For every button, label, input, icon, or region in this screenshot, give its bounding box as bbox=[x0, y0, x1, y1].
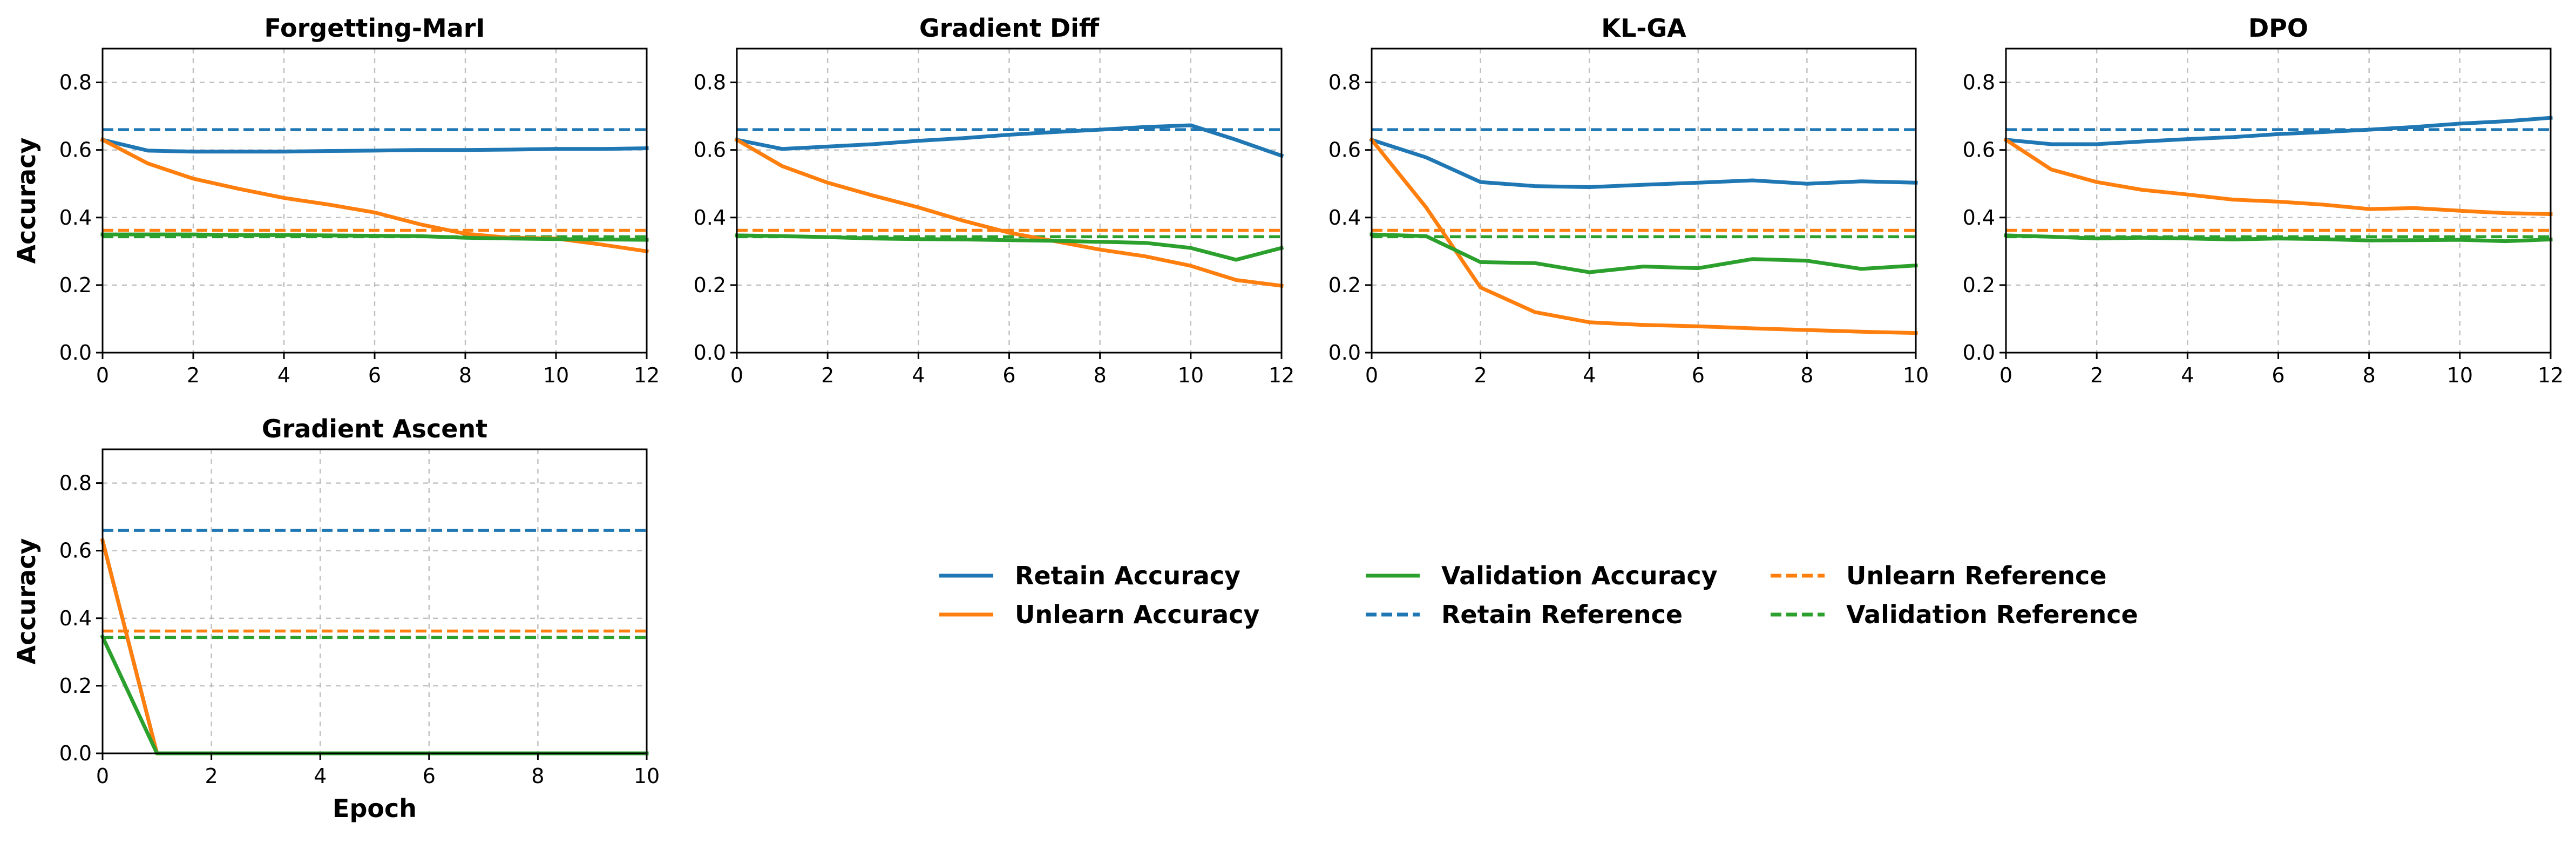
y-axis-label: Accuracy bbox=[12, 538, 41, 665]
x-tick-label: 2 bbox=[1474, 363, 1487, 387]
x-tick-label: 2 bbox=[821, 363, 834, 387]
x-tick-label: 4 bbox=[314, 764, 327, 788]
x-tick-label: 4 bbox=[1583, 363, 1596, 387]
x-tick-label: 4 bbox=[912, 363, 925, 387]
y-tick-label: 0.0 bbox=[59, 741, 92, 765]
chart-panel-1: 0 2 4 6 8 10 12 0.0 0.2 0.4 0.6 0.8 Forgetting-MarI A… bbox=[12, 14, 660, 387]
x-tick-label: 8 bbox=[459, 363, 472, 387]
panel-title: Forgetting-MarI bbox=[264, 14, 485, 43]
x-tick-label: 6 bbox=[368, 363, 381, 387]
y-tick-label: 0.0 bbox=[694, 341, 726, 365]
series-line-unlearn-accuracy bbox=[2003, 137, 2553, 217]
plot-frame bbox=[736, 48, 1283, 354]
y-tick-label: 0.0 bbox=[1963, 341, 1995, 365]
chart-panel-4: 0 2 4 6 8 10 12 0.0 0.2 0.4 0.6 0.8 DPO bbox=[1963, 14, 2564, 387]
x-tick-label: 2 bbox=[187, 363, 200, 387]
legend-label: Unlearn Accuracy bbox=[1015, 600, 1259, 629]
y-tick-label: 0.4 bbox=[1328, 206, 1361, 230]
y-tick-label: 0.6 bbox=[1963, 138, 1995, 162]
panel-title: Gradient Diff bbox=[919, 14, 1100, 43]
x-tick-label: 10 bbox=[2447, 363, 2473, 387]
x-tick-label: 10 bbox=[634, 764, 660, 788]
series-line-validation-accuracy bbox=[1370, 232, 1918, 274]
y-axis-label: Accuracy bbox=[12, 138, 41, 264]
x-tick-label: 2 bbox=[205, 764, 218, 788]
series-line-validation-accuracy bbox=[735, 233, 1284, 262]
x-tick-label: 4 bbox=[277, 363, 290, 387]
x-tick-label: 6 bbox=[423, 764, 436, 788]
series-line-unlearn-accuracy bbox=[1369, 137, 1918, 335]
chart-panel-5: 0 2 4 6 8 10 0.0 0.2 0.4 0.6 0.8 Gradient Ascent Acc… bbox=[12, 414, 660, 823]
series-line-validation-accuracy bbox=[100, 232, 649, 242]
series-line-retain-accuracy bbox=[1369, 137, 1918, 189]
x-tick-label: 0 bbox=[1365, 363, 1378, 387]
y-tick-label: 0.2 bbox=[1963, 273, 1995, 297]
x-tick-label: 0 bbox=[730, 363, 743, 387]
x-tick-label: 2 bbox=[2090, 363, 2103, 387]
x-tick-label: 12 bbox=[2538, 363, 2564, 387]
y-tick-label: 0.4 bbox=[59, 606, 92, 630]
x-tick-label: 8 bbox=[531, 764, 544, 788]
x-tick-label: 6 bbox=[2272, 363, 2284, 387]
plot-frame bbox=[1371, 48, 1917, 354]
y-tick-label: 0.6 bbox=[694, 138, 726, 162]
x-tick-label: 8 bbox=[1800, 363, 1813, 387]
y-tick-label: 0.8 bbox=[59, 71, 92, 95]
x-tick-label: 8 bbox=[1094, 363, 1107, 387]
chart-panel-2: 0 2 4 6 8 10 12 0.0 0.2 0.4 0.6 0.8 Gradient Diff bbox=[694, 14, 1295, 387]
series-line-retain-accuracy bbox=[2004, 116, 2553, 146]
series-line-retain-accuracy bbox=[734, 123, 1284, 158]
series-line-validation-accuracy bbox=[100, 634, 649, 756]
panel-title: KL-GA bbox=[1601, 14, 1686, 43]
series-line-retain-accuracy bbox=[100, 538, 649, 756]
y-tick-label: 0.2 bbox=[694, 273, 726, 297]
x-tick-label: 10 bbox=[1903, 363, 1929, 387]
legend-label: Retain Accuracy bbox=[1015, 561, 1240, 590]
x-tick-label: 0 bbox=[96, 764, 109, 788]
x-tick-label: 12 bbox=[1269, 363, 1294, 387]
series-line-validation-accuracy bbox=[2004, 233, 2553, 244]
legend-label: Validation Reference bbox=[1846, 600, 2138, 629]
series-line-unlearn-accuracy bbox=[100, 538, 649, 756]
x-tick-label: 0 bbox=[1999, 363, 2012, 387]
y-tick-label: 0.8 bbox=[694, 71, 726, 95]
x-tick-label: 6 bbox=[1002, 363, 1015, 387]
y-tick-label: 0.8 bbox=[1963, 71, 1995, 95]
plot-frame bbox=[101, 48, 648, 354]
x-tick-label: 12 bbox=[634, 363, 660, 387]
y-tick-label: 0.2 bbox=[1328, 273, 1361, 297]
x-tick-label: 8 bbox=[2363, 363, 2376, 387]
x-tick-label: 10 bbox=[1178, 363, 1204, 387]
panel-title: Gradient Ascent bbox=[262, 414, 487, 443]
y-tick-label: 0.0 bbox=[59, 341, 92, 365]
series-line-unlearn-accuracy bbox=[734, 137, 1284, 288]
panel-title: DPO bbox=[2248, 14, 2308, 43]
plot-frame bbox=[101, 448, 648, 754]
y-tick-label: 0.6 bbox=[59, 539, 92, 563]
y-tick-label: 0.6 bbox=[1328, 138, 1361, 162]
y-tick-label: 0.4 bbox=[694, 206, 726, 230]
series-line-retain-accuracy bbox=[100, 137, 649, 154]
y-tick-label: 0.2 bbox=[59, 674, 92, 698]
y-tick-label: 0.4 bbox=[1963, 206, 1995, 230]
chart-legend: Retain Accuracy Unlearn Accuracy Validatio… bbox=[939, 561, 2138, 629]
y-tick-label: 0.0 bbox=[1328, 341, 1361, 365]
legend-label: Unlearn Reference bbox=[1846, 561, 2106, 590]
x-tick-label: 4 bbox=[2181, 363, 2194, 387]
x-axis-label: Epoch bbox=[333, 794, 417, 823]
x-tick-label: 6 bbox=[1692, 363, 1705, 387]
legend-label: Retain Reference bbox=[1441, 600, 1683, 629]
chart-panel-3: 0 2 4 6 8 10 0.0 0.2 0.4 0.6 0.8 KL-GA bbox=[1328, 14, 1929, 387]
y-tick-label: 0.6 bbox=[59, 138, 92, 162]
y-tick-label: 0.2 bbox=[59, 273, 92, 297]
y-tick-label: 0.4 bbox=[59, 206, 92, 230]
x-tick-label: 10 bbox=[543, 363, 569, 387]
legend-label: Validation Accuracy bbox=[1441, 561, 1718, 590]
y-tick-label: 0.8 bbox=[59, 471, 92, 495]
x-tick-label: 0 bbox=[96, 363, 109, 387]
y-tick-label: 0.8 bbox=[1328, 71, 1361, 95]
